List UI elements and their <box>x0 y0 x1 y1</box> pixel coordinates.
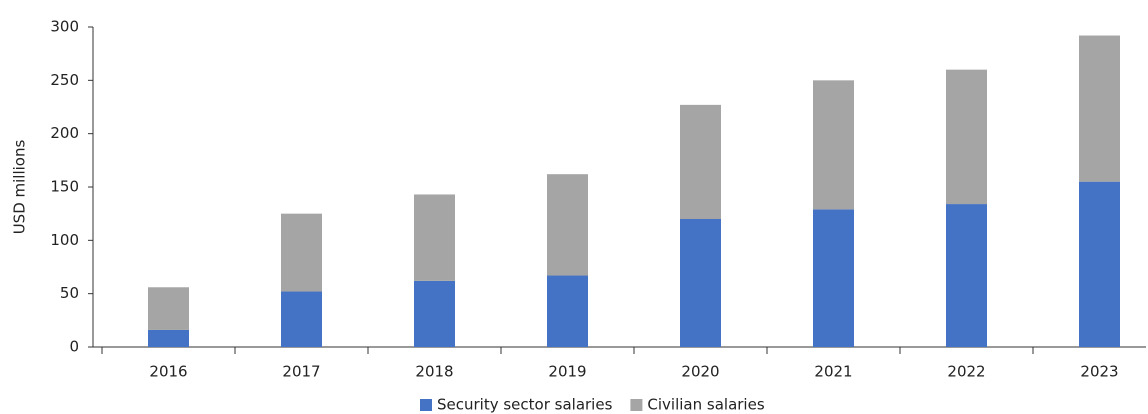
y-tick-label: 50 <box>60 284 79 302</box>
y-tick-label: 100 <box>50 231 79 249</box>
x-tick-label: 2023 <box>1080 363 1118 381</box>
x-tick-label: 2020 <box>681 363 719 381</box>
legend-swatch <box>630 399 643 411</box>
bar-segment <box>813 80 854 210</box>
x-tick-label: 2016 <box>149 363 187 381</box>
y-tick-label: 250 <box>50 71 79 89</box>
y-tick-label: 300 <box>50 18 79 36</box>
bar-segment <box>680 104 721 219</box>
bar-segment <box>281 291 322 347</box>
legend-label: Civilian salaries <box>647 396 764 414</box>
bar-segment <box>680 219 721 347</box>
bar-segment <box>414 194 455 281</box>
bar-segment <box>1079 181 1120 347</box>
bar-segment <box>148 287 189 330</box>
bar-segment <box>946 69 987 205</box>
legend-label: Security sector salaries <box>437 396 613 414</box>
x-tick-label: 2022 <box>947 363 985 381</box>
y-tick-label: 200 <box>50 124 79 142</box>
bar-segment <box>414 280 455 347</box>
bar-segment <box>547 174 588 276</box>
bar-segment <box>946 204 987 347</box>
bar-segment <box>281 213 322 292</box>
bar-segment <box>148 329 189 347</box>
x-tick-label: 2018 <box>415 363 453 381</box>
x-tick-label: 2017 <box>282 363 320 381</box>
bar-segment <box>547 275 588 347</box>
y-tick-label: 0 <box>69 338 79 356</box>
y-tick-label: 150 <box>50 178 79 196</box>
x-tick-label: 2021 <box>814 363 852 381</box>
bar-segment <box>1079 35 1120 182</box>
x-tick-label: 2019 <box>548 363 586 381</box>
bar-segment <box>813 209 854 347</box>
legend-swatch <box>420 399 432 411</box>
y-axis-label: USD millions <box>11 140 29 235</box>
